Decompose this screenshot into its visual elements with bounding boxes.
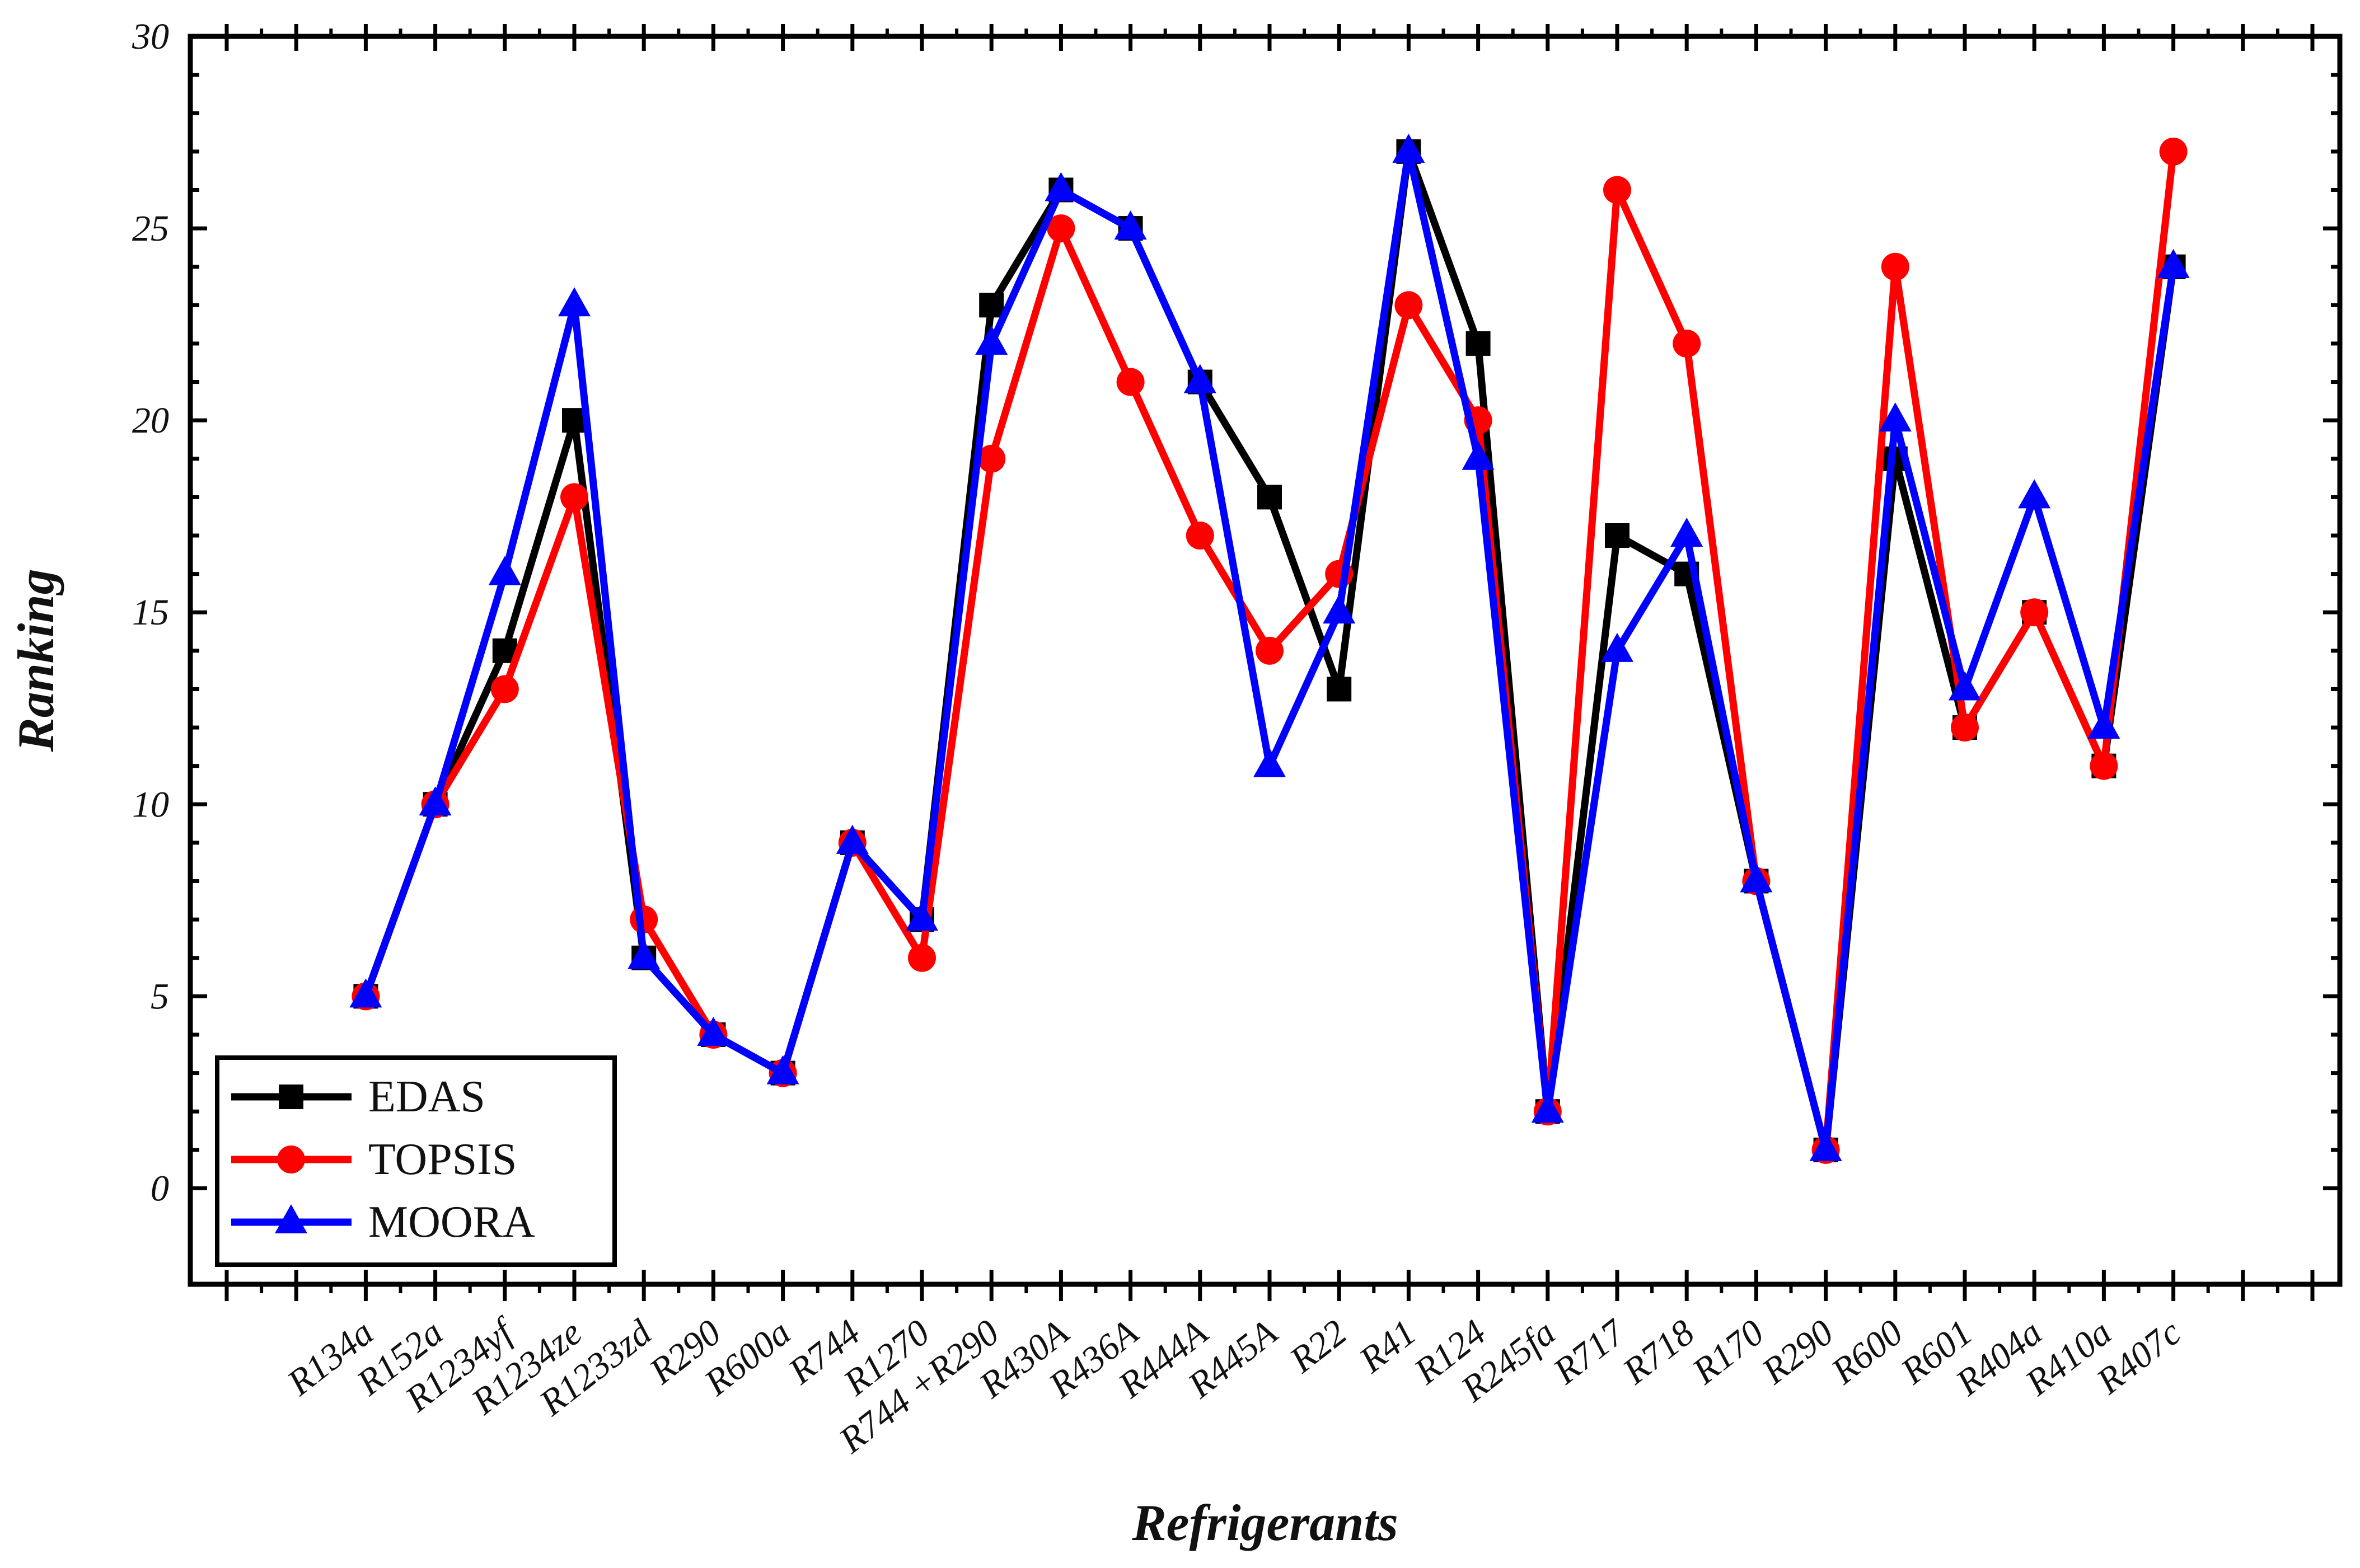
- y-tick-label: 30: [132, 16, 169, 57]
- y-tick-label: 20: [132, 400, 169, 441]
- x-axis-title: Refrigerants: [1131, 1494, 1398, 1551]
- y-tick-label: 15: [132, 592, 169, 633]
- y-tick-label: 0: [151, 1168, 169, 1209]
- data-point-topsis: [908, 943, 936, 972]
- legend-marker-topsis: [277, 1146, 305, 1173]
- data-point-topsis: [560, 483, 588, 511]
- y-tick-label: 25: [132, 208, 169, 249]
- data-point-topsis: [1881, 252, 1909, 281]
- legend-marker-edas: [279, 1085, 303, 1109]
- data-point-edas: [979, 293, 1004, 318]
- data-point-moora: [2157, 248, 2190, 278]
- data-point-moora: [1740, 863, 1773, 893]
- data-point-moora: [1392, 133, 1425, 163]
- data-point-edas: [1605, 523, 1629, 548]
- data-point-moora: [1045, 172, 1078, 201]
- y-tick-label: 10: [132, 784, 169, 825]
- data-point-moora: [1462, 440, 1495, 470]
- x-tick-label: R22: [1282, 1312, 1355, 1381]
- x-tick-label: R290: [1754, 1312, 1841, 1392]
- data-point-moora: [2087, 710, 2120, 739]
- plot-frame: [188, 34, 2343, 1287]
- data-point-topsis: [2020, 598, 2049, 627]
- data-point-moora: [836, 824, 869, 854]
- data-point-topsis: [1186, 522, 1214, 550]
- y-axis-title: Ranking: [7, 569, 64, 752]
- data-point-topsis: [977, 444, 1006, 473]
- legend-label-moora: MOORA: [368, 1198, 535, 1247]
- data-point-moora: [1323, 594, 1356, 624]
- data-point-moora: [1183, 364, 1216, 393]
- data-point-moora: [1601, 632, 1633, 662]
- legend-label-topsis: TOPSIS: [368, 1135, 517, 1184]
- legend-label-edas: EDAS: [368, 1072, 485, 1121]
- x-tick-label: R170: [1684, 1312, 1772, 1392]
- data-point-topsis: [1673, 329, 1701, 358]
- data-point-moora: [766, 1055, 799, 1085]
- data-point-topsis: [2090, 752, 2118, 780]
- data-point-moora: [906, 902, 938, 931]
- data-point-topsis: [1116, 368, 1145, 396]
- data-point-moora: [1253, 748, 1286, 777]
- data-point-edas: [1327, 677, 1352, 702]
- data-point-edas: [1465, 331, 1491, 356]
- data-point-moora: [1670, 518, 1703, 547]
- data-point-moora: [1531, 1093, 1564, 1123]
- data-point-topsis: [1256, 636, 1284, 665]
- data-point-moora: [1879, 402, 1912, 432]
- data-point-moora: [2018, 479, 2051, 509]
- x-tick-label: R600: [1824, 1312, 1911, 1392]
- data-point-moora: [419, 786, 452, 816]
- data-point-moora: [975, 325, 1008, 355]
- x-tick-label: R717: [1546, 1311, 1634, 1392]
- data-point-topsis: [1394, 291, 1423, 320]
- x-tick-label: R718: [1615, 1312, 1702, 1392]
- data-point-edas: [1257, 485, 1282, 510]
- data-point-moora: [488, 556, 521, 585]
- data-point-topsis: [1603, 176, 1631, 204]
- data-point-moora: [628, 940, 661, 969]
- data-point-moora: [349, 978, 382, 1008]
- data-point-topsis: [1951, 713, 1979, 742]
- data-point-moora: [1809, 1132, 1842, 1161]
- y-tick-label: 5: [151, 976, 169, 1017]
- data-point-moora: [558, 287, 591, 317]
- data-point-moora: [1949, 671, 1981, 701]
- data-point-topsis: [2159, 137, 2188, 166]
- legend-marker-moora: [275, 1204, 307, 1233]
- data-point-moora: [697, 1017, 730, 1046]
- x-tick-label: R41: [1351, 1312, 1424, 1381]
- data-point-topsis: [1047, 214, 1075, 243]
- data-point-moora: [1114, 210, 1147, 240]
- data-point-topsis: [490, 675, 519, 703]
